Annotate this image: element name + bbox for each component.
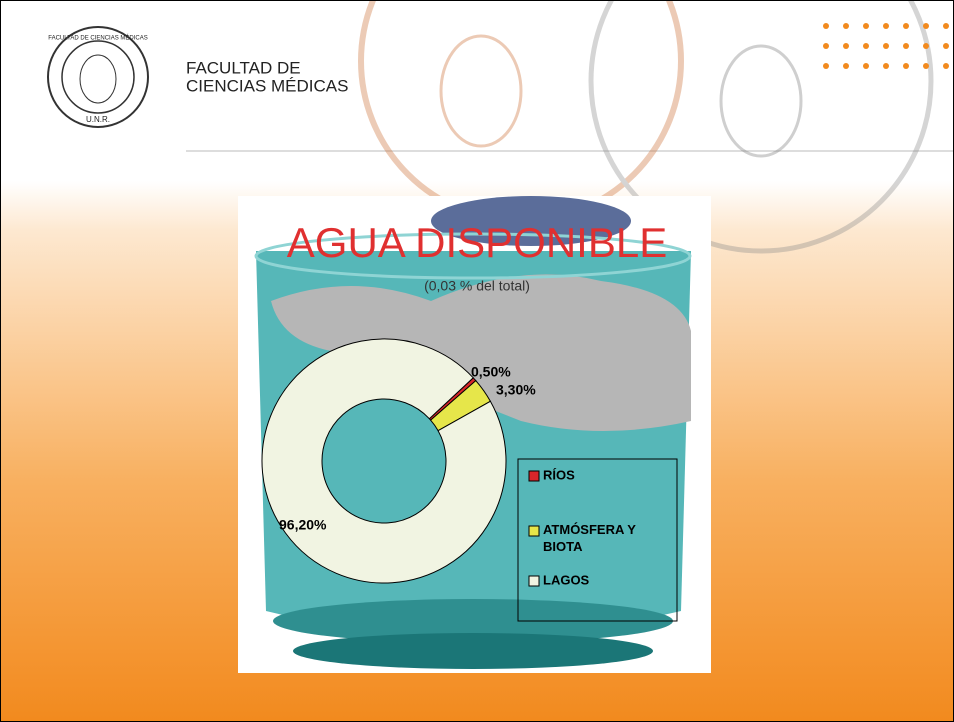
legend-swatch <box>528 525 540 537</box>
dots <box>823 23 949 69</box>
legend-label: RÍOS <box>543 467 575 482</box>
donut-segment <box>261 338 507 584</box>
legend-label-line: BIOTA <box>543 539 583 554</box>
data-label: 0,50% <box>471 364 511 380</box>
faculty-line: CIENCIAS MÉDICAS <box>186 76 348 95</box>
data-label: 96,20% <box>279 517 327 533</box>
donut: 0,50% 3,30% 96,20% <box>261 338 536 584</box>
chart-subtitle: (0,03 % del total) <box>424 278 530 294</box>
seal-text: FACULTAD DE CIENCIAS MÉDICAS <box>48 35 147 42</box>
legend-label: ATMÓSFERA Y BIOTA <box>543 522 636 554</box>
seal-text: U.N.R. <box>86 115 110 124</box>
legend-label: LAGOS <box>543 572 590 587</box>
legend-swatch <box>528 470 540 482</box>
legend-box <box>517 458 678 622</box>
legend-swatch <box>528 575 540 587</box>
legend: RÍOS ATMÓSFERA Y BIOTA LAGOS <box>528 467 636 587</box>
faculty-line: FACULTAD DE <box>186 58 301 77</box>
legend-label-line: ATMÓSFERA Y <box>543 522 636 537</box>
data-label: 3,30% <box>496 382 536 398</box>
chart-title: AGUA DISPONIBLE <box>287 219 667 266</box>
seal: FACULTAD DE CIENCIAS MÉDICAS U.N.R. <box>47 26 149 128</box>
